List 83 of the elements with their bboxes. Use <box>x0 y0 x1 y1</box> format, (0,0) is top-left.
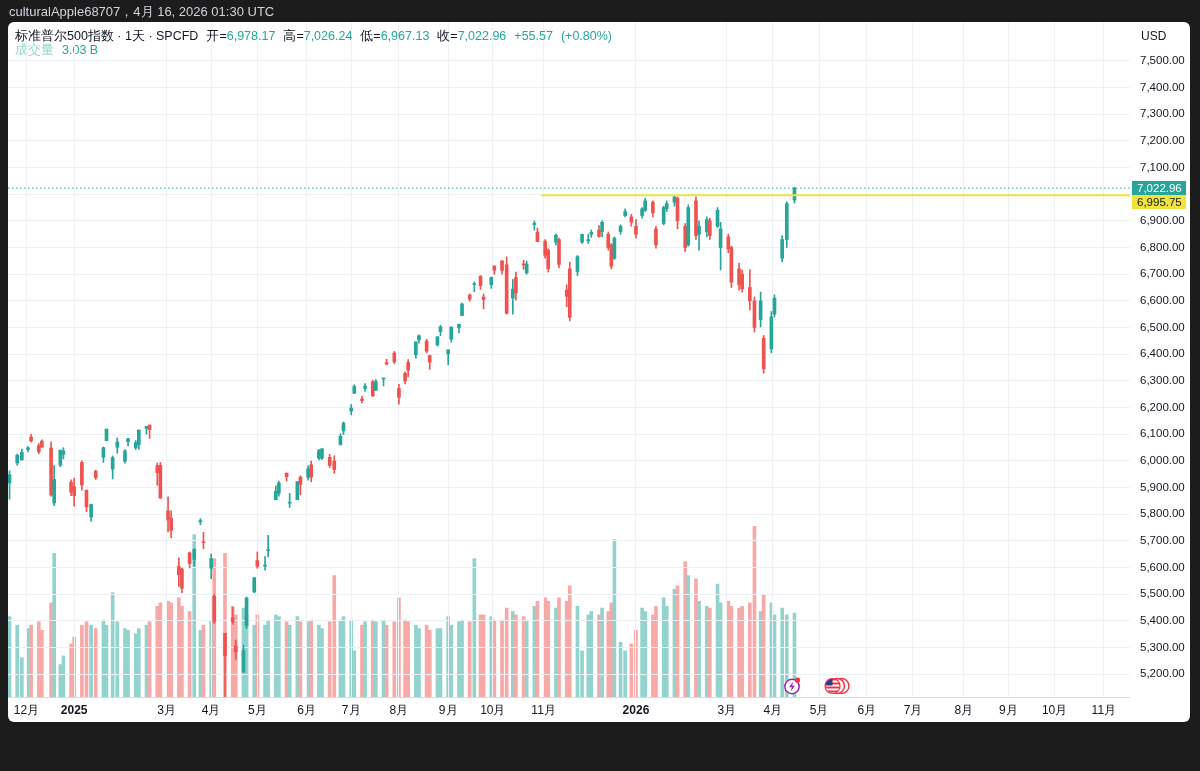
y-tick-label: 6,900.00 <box>1140 214 1185 227</box>
y-tick-label: 5,500.00 <box>1140 587 1185 600</box>
y-tick-label: 5,800.00 <box>1140 507 1185 520</box>
bar <box>697 600 701 697</box>
bar <box>192 534 197 697</box>
bar <box>643 611 648 697</box>
candlestick <box>230 607 235 625</box>
candlestick <box>586 233 591 244</box>
y-tick-label: 6,400.00 <box>1140 347 1185 360</box>
annotation: 3.03 B <box>62 43 99 57</box>
y-tick-label: 5,400.00 <box>1140 613 1185 626</box>
bar <box>15 624 20 697</box>
bar <box>417 628 421 697</box>
x-tick-label: 3月 <box>157 702 176 717</box>
x-tick-label: 4月 <box>763 702 783 717</box>
x-tick-label: 5月 <box>247 702 267 717</box>
bar <box>609 602 614 697</box>
y-tick-label: 5,600.00 <box>1140 560 1185 573</box>
y-tick-label: 6,100.00 <box>1140 427 1185 440</box>
bar <box>600 607 604 697</box>
y-tick-label: 7,100.00 <box>1140 160 1185 173</box>
x-tick-label: 9月 <box>999 702 1018 717</box>
bar <box>467 621 472 697</box>
x-tick-label: 9月 <box>438 702 458 717</box>
x-tick-label: 12月 <box>13 702 40 717</box>
bar <box>654 606 658 697</box>
y-tick-label: 6,300.00 <box>1140 374 1185 386</box>
y-tick-label: 7,300.00 <box>1140 107 1185 120</box>
text: culturalApple68707，4月 16, 2026 01:30 UTC <box>9 4 275 20</box>
bar <box>136 628 141 697</box>
x-tick-label: 8月 <box>389 702 409 717</box>
text: 标准普尔500指数 · 1天 · SPCFD <box>15 29 199 43</box>
y-tick-label: 7,500.00 <box>1140 54 1185 67</box>
x-tick-label: 10月 <box>1041 702 1068 717</box>
y-tick-label: 6,800.00 <box>1140 240 1185 253</box>
y-tick-label: 6,200.00 <box>1140 400 1185 413</box>
x-tick-label: 2025 <box>60 702 88 717</box>
y-tick-label: 5,200.00 <box>1140 667 1185 680</box>
bar <box>29 624 33 697</box>
bar <box>155 606 160 697</box>
bar <box>80 624 84 697</box>
bar <box>557 597 561 697</box>
bar <box>546 600 551 697</box>
y-tick-label: 6,500.00 <box>1140 320 1185 333</box>
bar <box>266 619 270 697</box>
x-tick-label: 7月 <box>903 702 923 717</box>
y-tick-label: 7,400.00 <box>1140 80 1185 93</box>
bar <box>708 607 712 697</box>
x-tick-label: 6月 <box>297 702 316 717</box>
bar <box>89 624 93 697</box>
x-tick-label: 4月 <box>201 702 221 717</box>
y-tick-label: 6,000.00 <box>1140 453 1185 466</box>
ref-line-label: 7,022.96 <box>1137 181 1182 194</box>
x-tick-label: 8月 <box>954 702 974 717</box>
y-tick-label: 7,200.00 <box>1140 134 1185 147</box>
y-tick-label: 5,700.00 <box>1140 533 1185 546</box>
x-tick-label: 7月 <box>341 702 361 717</box>
bar <box>309 619 314 697</box>
bar <box>252 624 257 697</box>
y-tick-label: 5,900.00 <box>1140 480 1185 493</box>
y-tick-label: 5,300.00 <box>1140 640 1185 653</box>
y-axis-title: USD <box>1141 29 1167 43</box>
x-tick-label: 11月 <box>531 702 556 717</box>
bar <box>761 594 766 697</box>
bar <box>52 553 56 697</box>
x-tick-label: 10月 <box>480 702 506 717</box>
y-tick-label: 6,700.00 <box>1140 267 1185 280</box>
y-tick-label: 6,600.00 <box>1140 294 1185 307</box>
x-tick-label: 6月 <box>857 702 877 717</box>
bar <box>686 575 691 697</box>
bar <box>567 585 572 697</box>
bar <box>332 575 337 697</box>
bar <box>374 621 378 697</box>
x-tick-label: 3月 <box>717 702 737 717</box>
x-tick-label: 5月 <box>809 702 829 717</box>
data-label: 6,995.75 <box>1137 195 1182 208</box>
x-tick-label: 11月 <box>1091 702 1117 717</box>
x-tick-label: 2026 <box>622 702 650 717</box>
bar <box>93 628 98 697</box>
bar <box>277 616 281 697</box>
text: 开=6,978.17 高=7,026.24 低=6,967.13 收=7,022.96 +55.57 (+0.80%) <box>206 29 612 43</box>
bar <box>320 628 324 697</box>
bar <box>427 629 432 697</box>
